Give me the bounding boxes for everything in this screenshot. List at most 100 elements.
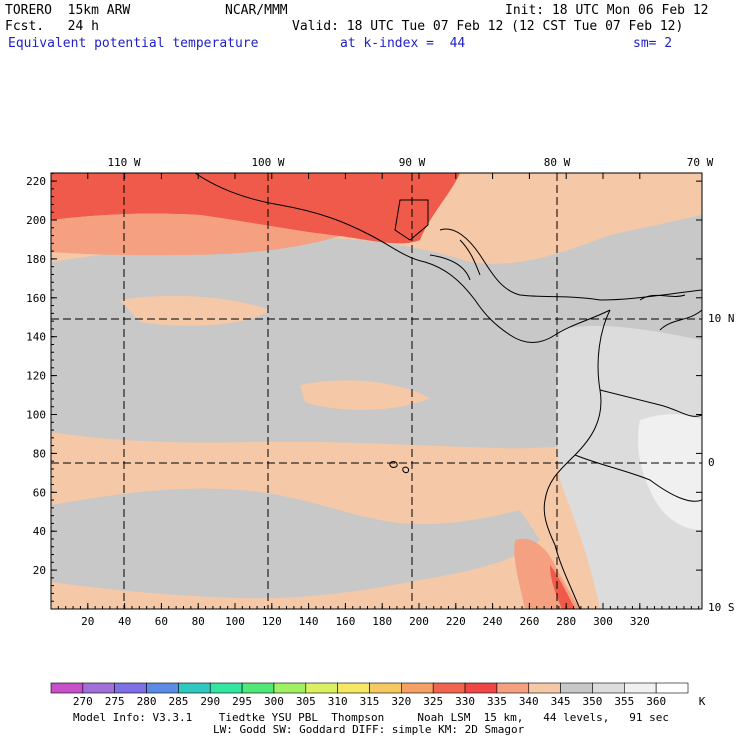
colorbar-label: 330: [455, 695, 475, 708]
y-tick-label: 100: [26, 409, 46, 422]
colorbar-label: 320: [391, 695, 411, 708]
border-south-america: [574, 389, 702, 502]
latitude-labels: 10 N 0 10 S: [708, 312, 735, 614]
colorbar-swatch: [592, 682, 625, 694]
colorbar-label: 285: [168, 695, 188, 708]
x-tick-label: 320: [630, 615, 650, 628]
x-tick-label: 260: [519, 615, 539, 628]
level-label: at k-index = 44: [340, 36, 466, 51]
x-tick-label: 140: [299, 615, 319, 628]
x-tick-label: 300: [593, 615, 613, 628]
colorbar-label: 310: [328, 695, 348, 708]
colorbar-swatch: [146, 682, 179, 694]
field-band-grey-south: [51, 488, 540, 599]
x-axis: 20 40 60 80 100 120 140 160 180 200 220 240 260 280 30…: [57, 173, 700, 628]
colorbar-swatch: [655, 682, 689, 694]
x-tick-label: 180: [372, 615, 392, 628]
field-land-grey: [556, 325, 702, 609]
y-axis: 20 40 60 80 100 120 140 160 180 200 220: [26, 172, 702, 602]
colorbar-label: 360: [646, 695, 666, 708]
colorbar-label: 295: [232, 695, 252, 708]
y-tick-label: 120: [26, 370, 46, 383]
y-tick-label: 180: [26, 253, 46, 266]
coastlines: [194, 173, 702, 609]
colorbar-swatch: [369, 682, 402, 694]
field-patch-tan-1: [120, 295, 270, 326]
coast-galapagos: [389, 461, 409, 474]
forecast-hour: Fcst. 24 h: [5, 19, 99, 34]
field-name: Equivalent potential temperature: [8, 36, 259, 51]
lat-lon-grid: [51, 173, 702, 609]
colorbar-label: 345: [551, 695, 571, 708]
colorbar-label: 280: [137, 695, 157, 708]
field-coast-red: [550, 565, 575, 609]
y-tick-label: 140: [26, 331, 46, 344]
x-tick-label: 60: [155, 615, 168, 628]
x-tick-label: 240: [483, 615, 503, 628]
x-tick-label: 100: [225, 615, 245, 628]
colorbar-swatch: [241, 682, 275, 694]
colorbar-swatch: [560, 682, 593, 694]
longitude-label: 110 W: [107, 156, 140, 169]
field-land-white: [638, 414, 702, 530]
latitude-label: 10 S: [708, 601, 735, 614]
coast-caribbean: [439, 228, 702, 301]
colorbar-swatch: [432, 682, 466, 694]
longitude-label: 80 W: [544, 156, 571, 169]
field-band-grey-north: [51, 215, 702, 449]
x-tick-label: 20: [81, 615, 94, 628]
colorbar-swatch: [178, 682, 211, 694]
colorbar-swatch: [273, 682, 307, 694]
y-tick-label: 60: [33, 486, 46, 499]
x-tick-label: 80: [192, 615, 205, 628]
x-tick-label: 200: [409, 615, 429, 628]
colorbar-swatch: [209, 682, 243, 694]
model-name: TORERO 15km ARW: [5, 3, 131, 18]
x-tick-label: 280: [556, 615, 576, 628]
init-time: Init: 18 UTC Mon 06 Feb 12: [505, 3, 709, 18]
y-tick-label: 40: [33, 525, 46, 538]
field-band-salmon-north: [51, 213, 340, 256]
y-tick-label: 220: [26, 175, 46, 188]
colorbar-label: 300: [264, 695, 284, 708]
colorbar-label: 340: [519, 695, 539, 708]
model-info-line: Model Info: V3.3.1 Tiedtke YSU PBL Thomp…: [73, 711, 670, 724]
border-honduras-nicaragua: [429, 239, 481, 281]
colorbar-swatch: [496, 682, 530, 694]
colorbar-label: 315: [360, 695, 380, 708]
colorbar-swatch: [50, 682, 84, 694]
colorbar: 270 275 280 285 290 295 300 305 310 315 320 325 330 3…: [50, 682, 706, 708]
latitude-label: 0: [708, 456, 715, 469]
colorbar-swatch: [464, 682, 498, 694]
y-tick-label: 20: [33, 564, 46, 577]
y-tick-label: 80: [33, 447, 46, 460]
colorbar-unit: K: [699, 695, 706, 708]
colorbar-swatch: [528, 682, 561, 694]
smoothing-label: sm= 2: [633, 36, 673, 51]
colorbar-label: 290: [200, 695, 220, 708]
coast-venezuela: [639, 294, 702, 331]
colorbar-swatch: [337, 682, 370, 694]
valid-time: Valid: 18 UTC Tue 07 Feb 12 (12 CST Tue …: [292, 19, 684, 34]
colorbar-label: 305: [296, 695, 316, 708]
coast-colombia-ecuador-peru: [543, 309, 611, 609]
colorbar-label: 275: [105, 695, 125, 708]
y-tick-label: 160: [26, 292, 46, 305]
x-tick-label: 40: [118, 615, 131, 628]
coast-mexico-central-america: [194, 173, 611, 343]
longitude-labels: 110 W 100 W 90 W 80 W 70 W: [107, 156, 713, 169]
x-tick-label: 160: [335, 615, 355, 628]
x-tick-label: 120: [262, 615, 282, 628]
colorbar-swatch: [114, 682, 147, 694]
border-guatemala: [394, 199, 429, 241]
colorbar-label: 325: [423, 695, 443, 708]
x-tick-label: 220: [446, 615, 466, 628]
organization: NCAR/MMM: [225, 3, 288, 18]
y-tick-label: 200: [26, 214, 46, 227]
colorbar-label: 350: [583, 695, 603, 708]
colorbar-label: 335: [487, 695, 507, 708]
colorbar-swatch: [305, 682, 338, 694]
field-band-red-north: [51, 173, 460, 244]
longitude-label: 90 W: [399, 156, 426, 169]
